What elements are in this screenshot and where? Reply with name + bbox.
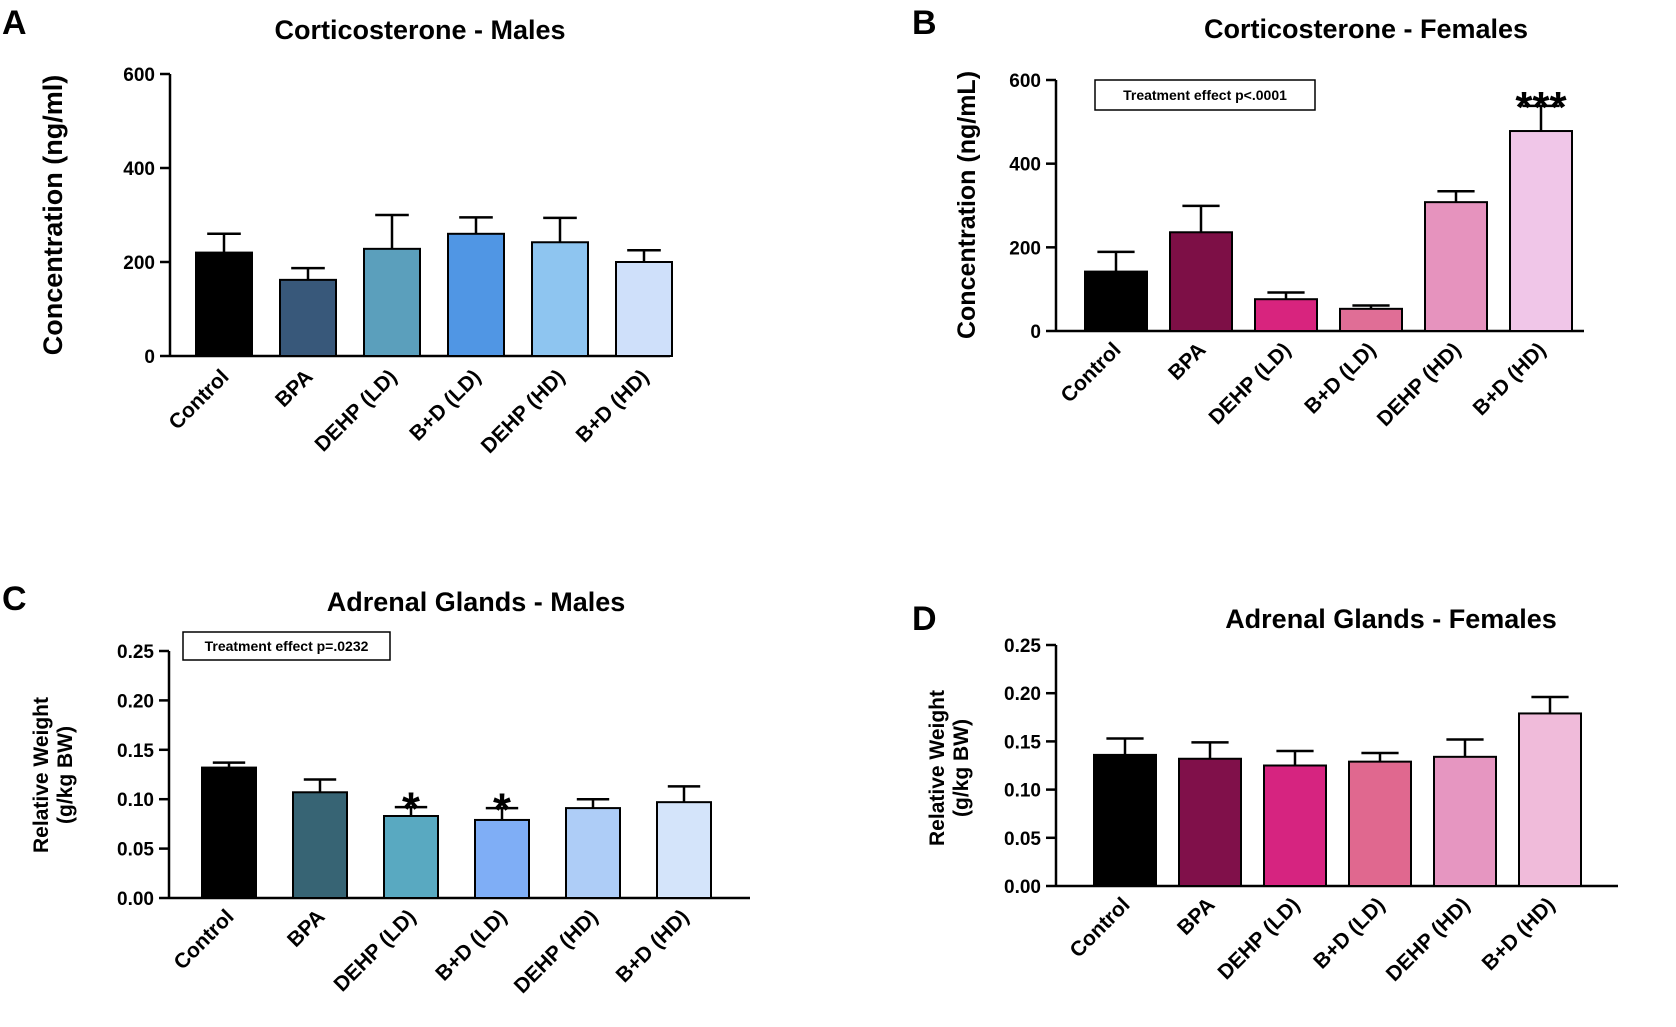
annotation-text: Treatment effect p=.0232: [205, 638, 369, 654]
y-tick-label: 400: [1009, 155, 1041, 176]
x-category-label: DEHP (LD): [310, 365, 401, 456]
x-category-label: Control: [169, 905, 238, 974]
y-tick-label: 200: [123, 253, 155, 274]
panel-a: A Corticosterone - Males Concentration (ng…: [2, 4, 673, 458]
x-category-label: B+D (HD): [572, 365, 654, 447]
annotation-box: [182, 631, 391, 661]
panel-label: B: [912, 4, 937, 42]
x-category-label: B+D (HD): [1478, 893, 1560, 975]
y-tick-label: 200: [1009, 238, 1041, 259]
y-tick-label: 600: [123, 65, 155, 86]
bar: [1169, 231, 1233, 332]
x-category-label: BPA: [283, 905, 330, 952]
bar: [531, 241, 589, 357]
bar: [615, 261, 673, 357]
bar: [1518, 712, 1582, 887]
y-axis-label-line: (g/kg BW): [54, 726, 77, 824]
bar: [1178, 757, 1242, 888]
x-category-label: DEHP (LD): [1213, 893, 1304, 984]
y-tick-label: 0.15: [117, 741, 154, 762]
y-tick-label: 0.25: [1004, 636, 1041, 657]
bar: [1093, 753, 1157, 887]
y-tick-label: 0.00: [117, 889, 154, 910]
bar: [447, 232, 505, 357]
bar: [195, 251, 253, 358]
panel-b: B Corticosterone - Females Concentration (…: [912, 4, 1584, 431]
x-category-label: BPA: [1164, 338, 1211, 385]
panel-d: D Adrenal Glands - Females Relative Weight…: [912, 600, 1618, 986]
x-category-label: BPA: [271, 365, 318, 412]
bar: [656, 801, 712, 899]
y-axis-label: Relative Weight(g/kg BW): [926, 690, 973, 846]
panel-c: C Adrenal Glands - Males Relative Weight(g…: [2, 580, 750, 998]
x-category-label: B+D (LD): [1300, 338, 1380, 418]
x-category-label: DEHP (HD): [510, 905, 603, 998]
x-category-label: B+D (LD): [405, 365, 485, 445]
x-category-label: B+D (HD): [612, 905, 694, 987]
bar: [279, 278, 337, 357]
y-axis-label-line: Concentration (ng/ml): [38, 75, 68, 355]
x-category-label: DEHP (LD): [1204, 338, 1295, 429]
panel-label: C: [2, 580, 27, 618]
x-category-label: B+D (HD): [1469, 338, 1551, 420]
bar: [1348, 760, 1412, 887]
y-tick-label: 0.20: [1004, 684, 1041, 705]
x-category-label: BPA: [1173, 893, 1220, 940]
y-axis-label: Concentration (ng/ml): [38, 75, 68, 355]
y-axis-label-line: Relative Weight: [926, 690, 949, 846]
y-tick-label: 0.00: [1004, 877, 1041, 898]
bar: [1424, 201, 1488, 332]
y-tick-label: 0: [1030, 322, 1041, 343]
bar: [1084, 270, 1148, 333]
chart-title: Corticosterone - Males: [274, 15, 565, 45]
y-axis-label: Concentration (ng/mL): [953, 71, 981, 339]
y-tick-label: 0: [144, 347, 155, 368]
x-category-label: DEHP (LD): [329, 905, 420, 996]
x-category-label: DEHP (HD): [1382, 893, 1475, 986]
chart-title: Adrenal Glands - Males: [327, 587, 626, 617]
bar: [1263, 764, 1327, 887]
bar: [201, 766, 257, 899]
chart-title: Corticosterone - Females: [1204, 14, 1528, 44]
panel-label: D: [912, 600, 937, 638]
y-tick-label: 0.05: [117, 840, 154, 861]
bar: [1254, 298, 1318, 332]
y-axis-label-line: (g/kg BW): [950, 719, 973, 817]
bar: [1433, 755, 1497, 887]
significance-marker: ***: [1515, 83, 1567, 132]
annotation-box: [1094, 79, 1316, 111]
x-category-label: DEHP (HD): [1373, 338, 1466, 431]
x-category-label: Control: [164, 365, 233, 434]
y-tick-label: 600: [1009, 71, 1041, 92]
significance-marker: *: [402, 782, 420, 834]
bar: [1509, 130, 1573, 332]
chart-title: Adrenal Glands - Females: [1225, 604, 1557, 634]
y-axis-label-line: Relative Weight: [30, 697, 53, 853]
x-category-label: Control: [1065, 893, 1134, 962]
y-tick-label: 0.25: [117, 642, 154, 663]
y-tick-label: 0.15: [1004, 732, 1041, 753]
bar: [1339, 307, 1403, 333]
x-category-label: DEHP (HD): [477, 365, 570, 458]
y-tick-label: 0.10: [1004, 781, 1041, 802]
x-category-label: Control: [1056, 338, 1125, 407]
bar: [383, 814, 439, 899]
significance-marker: *: [493, 783, 511, 835]
y-tick-label: 400: [123, 159, 155, 180]
bar: [363, 247, 421, 357]
annotation-text: Treatment effect p<.0001: [1123, 87, 1287, 103]
bar: [565, 807, 621, 899]
bar: [474, 818, 530, 899]
y-axis-label-line: Concentration (ng/mL): [953, 71, 981, 339]
bar: [292, 791, 348, 899]
y-tick-label: 0.10: [117, 790, 154, 811]
y-axis-label: Relative Weight(g/kg BW): [30, 697, 77, 853]
y-tick-label: 0.05: [1004, 829, 1041, 850]
x-category-label: B+D (LD): [1309, 893, 1389, 973]
x-category-label: B+D (LD): [431, 905, 511, 985]
panel-label: A: [2, 4, 27, 42]
y-tick-label: 0.20: [117, 691, 154, 712]
